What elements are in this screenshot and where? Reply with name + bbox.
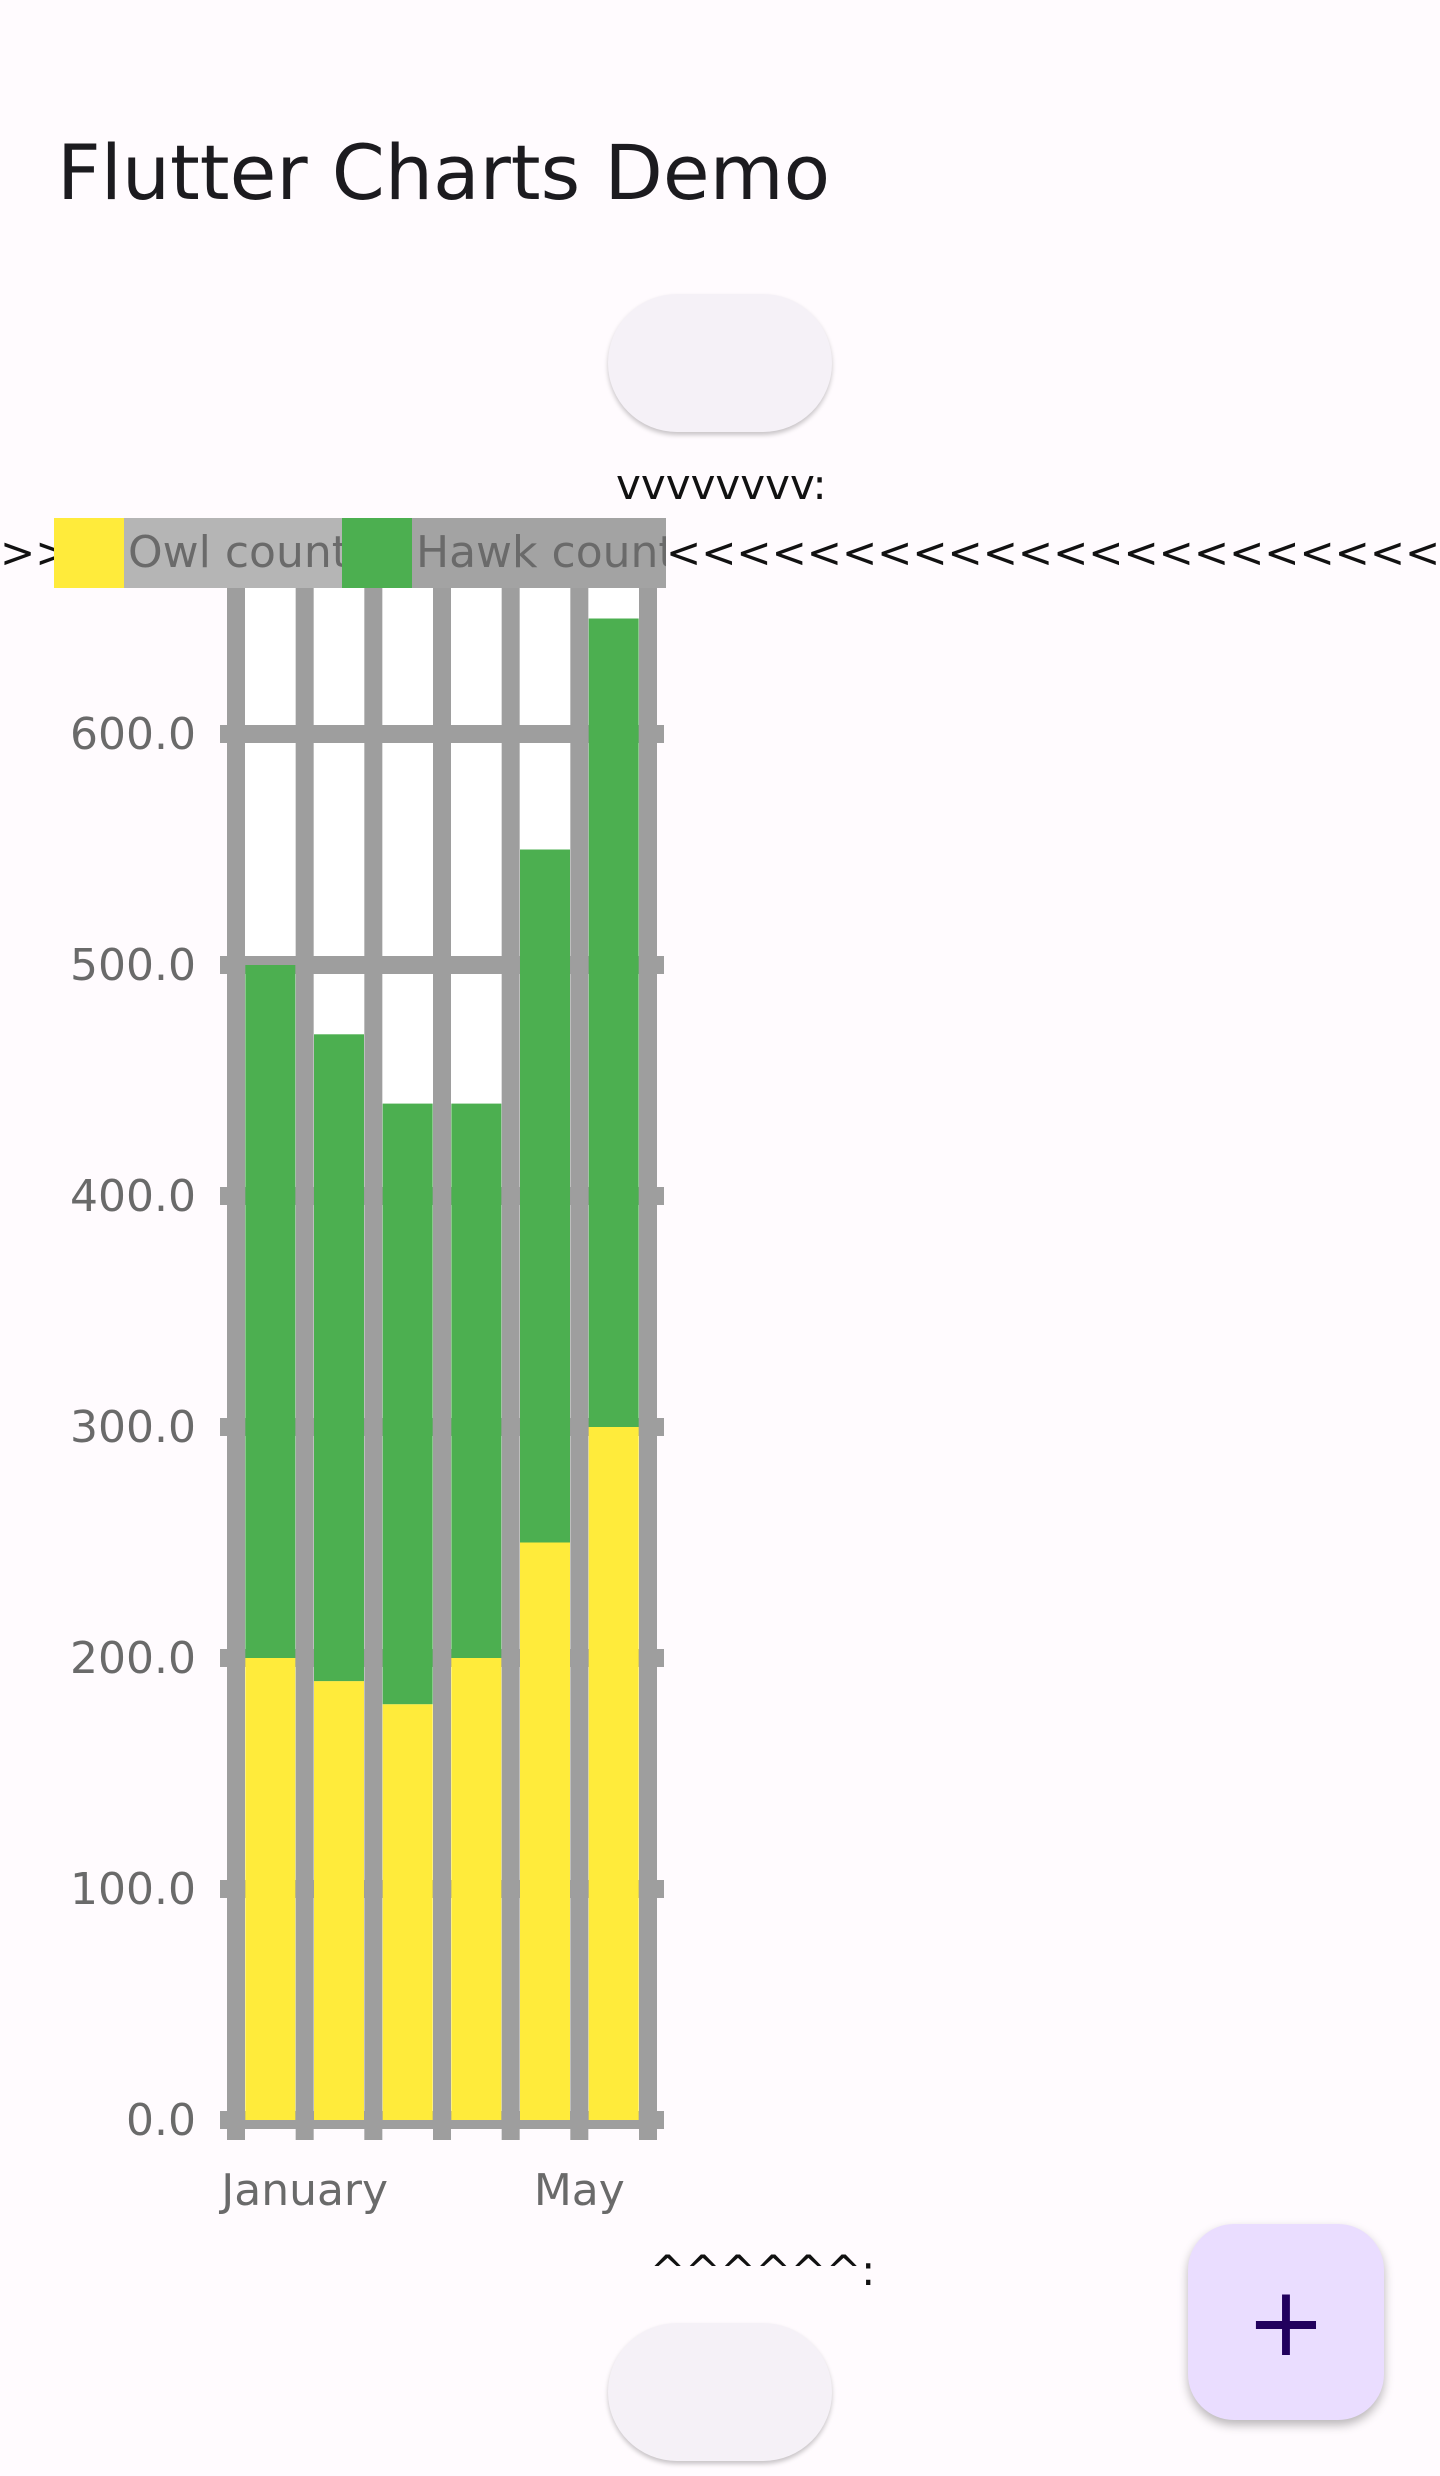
app-title: Flutter Charts Demo: [57, 128, 831, 217]
bar-owl: [382, 1704, 433, 2120]
x-tick-label: January: [218, 2165, 388, 2216]
legend-label-hawk: Hawk count: [412, 518, 666, 588]
bar-owl: [520, 1542, 570, 2120]
y-tick-label: 600.0: [70, 709, 196, 760]
legend-swatch-hawk: [342, 518, 412, 588]
chart-legend: >> Owl count Hawk count <<<<<<<<<<<<<<<<…: [0, 518, 1440, 588]
legend-item-owl: Owl count: [54, 518, 342, 588]
legend-right-arrows: <<<<<<<<<<<<<<<<<<<<<<<<<<<<<<<<<<<<<<<<…: [666, 528, 1440, 577]
bar-owl: [588, 1427, 639, 2120]
x-tick-label: May: [534, 2165, 625, 2216]
bottom-marker-text: ^^^^^^:: [650, 2246, 876, 2295]
bar-owl: [451, 1658, 502, 2120]
y-tick-label: 400.0: [70, 1171, 196, 1222]
legend-swatch-owl: [54, 518, 124, 588]
bar-owl: [245, 1658, 296, 2120]
y-tick-label: 200.0: [70, 1633, 196, 1684]
top-marker-text: vvvvvvvv:: [616, 460, 827, 509]
bar-hawk: [588, 618, 639, 1427]
legend-item-hawk: Hawk count: [342, 518, 666, 588]
top-action-button[interactable]: [608, 294, 832, 432]
bar-hawk: [382, 1103, 433, 1705]
bar-hawk: [451, 1103, 502, 1658]
bar-owl: [314, 1681, 364, 2120]
bar-hawk: [520, 849, 570, 1543]
y-tick-label: 0.0: [126, 2095, 196, 2146]
bar-hawk: [314, 1034, 364, 1682]
legend-label-owl: Owl count: [124, 518, 342, 588]
bottom-action-button[interactable]: [608, 2323, 832, 2461]
y-tick-label: 500.0: [70, 940, 196, 991]
bar-hawk: [245, 965, 296, 1658]
y-tick-label: 300.0: [70, 1402, 196, 1453]
add-fab-button[interactable]: +: [1188, 2224, 1384, 2420]
y-tick-label: 100.0: [70, 1864, 196, 1915]
plus-icon: +: [1245, 2266, 1327, 2378]
